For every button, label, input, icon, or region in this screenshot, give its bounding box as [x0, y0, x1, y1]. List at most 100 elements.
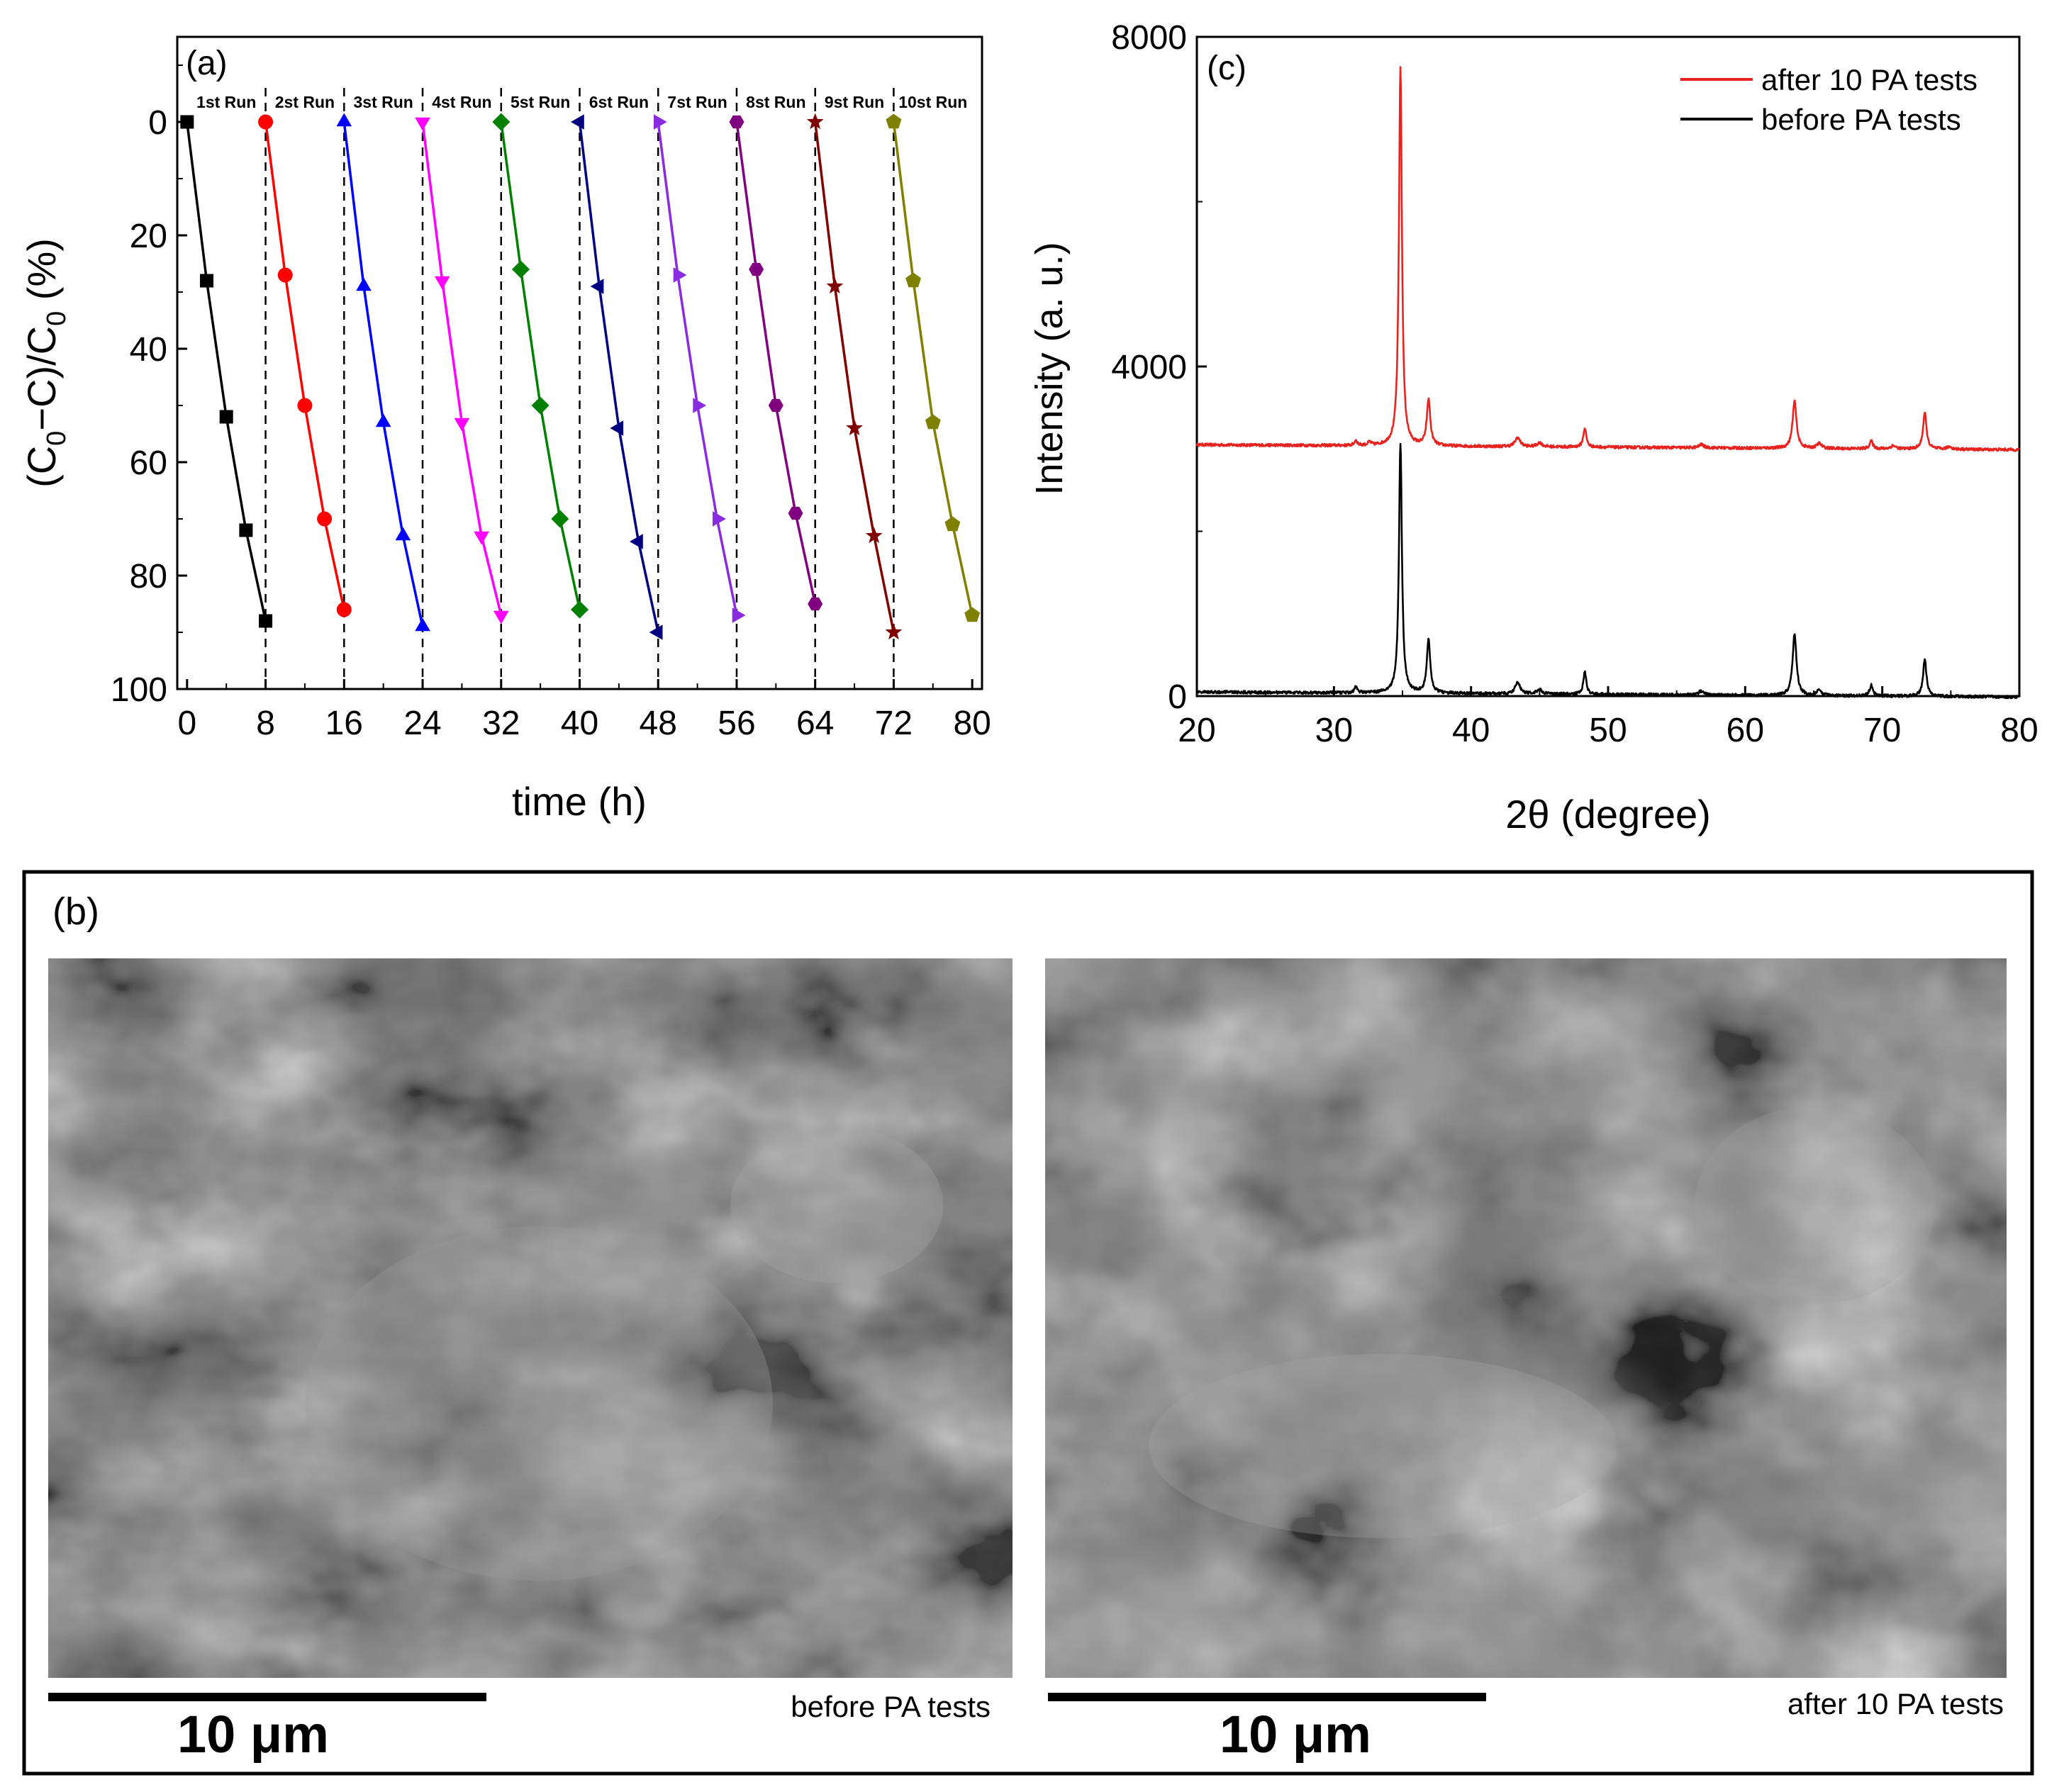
run-label: 8st Run [746, 93, 805, 111]
run-label: 1st Run [196, 93, 256, 111]
data-point [808, 597, 823, 611]
x-tick-label: 50 [1589, 712, 1627, 749]
y-tick-label: 0 [148, 104, 167, 142]
data-point [944, 516, 961, 532]
data-point [239, 523, 253, 537]
panel-b: (b) 10 μm before PA tests 10 μm after 10… [22, 870, 2034, 1776]
data-point [654, 114, 667, 130]
series-4st-run [415, 117, 509, 625]
series-before-pa-tests [1196, 442, 2020, 700]
y-axis-label: (C0−C)/C0 (%) [19, 238, 72, 488]
x-tick-label: 72 [875, 705, 913, 742]
series-3st-run [336, 113, 430, 632]
x-tick-label: 20 [1178, 712, 1215, 749]
image-caption-before: before PA tests [791, 1690, 991, 1723]
series-line [892, 121, 974, 616]
y-tick-label: 80 [130, 558, 167, 595]
series-line [657, 121, 738, 616]
data-point [713, 511, 726, 527]
series-6st-run [571, 114, 663, 640]
data-point [826, 277, 844, 294]
data-point [512, 260, 530, 279]
image-caption-after: after 10 PA tests [1787, 1687, 2004, 1720]
series-group [180, 113, 981, 640]
x-tick-label: 0 [177, 705, 196, 742]
series-line [1195, 66, 2020, 452]
data-point [259, 614, 273, 628]
legend: after 10 PA tests before PA tests [1680, 63, 1978, 136]
data-point [492, 113, 511, 131]
x-tick-label: 70 [1863, 712, 1901, 749]
data-point [630, 534, 643, 549]
sem-image-after [1045, 958, 2007, 1678]
data-point [551, 510, 569, 528]
series-line [735, 121, 817, 605]
data-point [673, 267, 687, 283]
panel-label: (a) [186, 45, 228, 82]
data-point [885, 623, 903, 640]
run-label: 9st Run [825, 93, 884, 111]
series-8st-run [729, 115, 823, 611]
x-tick-label: 48 [640, 705, 677, 742]
series-9st-run [806, 113, 903, 640]
data-point [317, 511, 333, 527]
series-line [421, 121, 503, 616]
series-line [578, 121, 659, 633]
y-tick-label: 60 [130, 444, 167, 482]
x-tick-label: 40 [1452, 712, 1490, 749]
series-10st-run [886, 113, 981, 622]
data-point [886, 113, 902, 129]
y-axis-label: Intensity (a. u.) [1028, 242, 1071, 495]
data-point [415, 617, 430, 632]
panel-label: (b) [52, 890, 99, 933]
axes: 20 30 40 50 60 70 80 0 4000 8000 [1111, 19, 2038, 749]
x-tick-label: 56 [718, 705, 755, 742]
data-point [749, 262, 764, 276]
x-tick-label: 24 [403, 705, 441, 742]
data-point [415, 117, 430, 131]
scale-bar-before [48, 1693, 486, 1701]
data-point [493, 610, 509, 625]
panel-a: (a) 0 8 16 24 32 40 48 56 64 72 80 0 20 40 60 80 100 1st… [19, 35, 991, 824]
data-point [531, 396, 550, 415]
run-label: 10st Run [898, 93, 967, 111]
data-point [788, 506, 803, 520]
run-label: 6st Run [589, 93, 649, 111]
series-7st-run [654, 114, 746, 623]
series-line [264, 121, 346, 610]
y-tick-label: 100 [111, 671, 167, 709]
x-axis-label: 2θ (degree) [1505, 792, 1711, 836]
panel-c: (c) 20 30 40 50 60 70 80 0 4000 8000 after 10 PA … [1028, 19, 2038, 836]
series-line [1196, 442, 2020, 700]
data-point [732, 607, 746, 623]
data-point [395, 527, 411, 541]
data-point [454, 418, 470, 432]
series-5st-run [492, 113, 589, 619]
x-tick-label: 60 [1727, 712, 1764, 749]
x-tick-label: 8 [256, 705, 275, 742]
series-line [342, 121, 424, 627]
data-point [219, 410, 233, 424]
data-point [375, 413, 391, 427]
series-group [1195, 66, 2020, 700]
data-point [865, 527, 883, 544]
x-axis-label: time (h) [512, 779, 647, 824]
run-label: 4st Run [432, 93, 491, 111]
data-point [180, 115, 194, 129]
x-tick-label: 32 [482, 705, 520, 742]
axes: 0 8 16 24 32 40 48 56 64 72 80 0 20 40 60 80 100 [111, 65, 991, 742]
data-point [336, 113, 352, 127]
series-1st-run [180, 115, 273, 628]
x-tick-label: 64 [796, 705, 834, 742]
data-point [846, 419, 863, 436]
x-tick-label: 40 [561, 705, 598, 742]
data-point [258, 114, 274, 130]
data-point [806, 113, 824, 130]
data-point [571, 600, 589, 619]
data-point [905, 272, 921, 288]
x-tick-label: 16 [325, 705, 363, 742]
data-point [964, 607, 981, 622]
data-point [277, 267, 293, 283]
divider-lines [264, 88, 895, 689]
series-after-10-pa-tests [1195, 66, 2020, 452]
